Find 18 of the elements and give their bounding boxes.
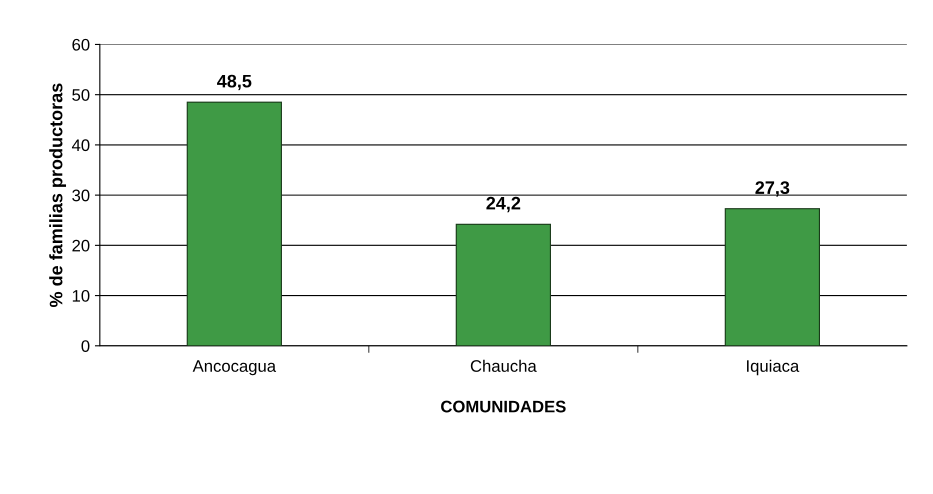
bar — [456, 224, 551, 346]
bar — [186, 102, 282, 346]
y-tick-label: 50 — [72, 89, 90, 101]
x-axis-title: COMUNIDADES — [441, 400, 566, 412]
bar — [724, 208, 820, 346]
x-tick-label: Chaucha — [470, 360, 537, 372]
y-tick-label: 40 — [72, 139, 90, 152]
x-tick-label: Iquiaca — [747, 360, 800, 376]
y-tick-label: 20 — [72, 240, 90, 252]
data-label: 24,2 — [486, 196, 520, 212]
y-tick-label: 30 — [72, 190, 90, 202]
y-tick-label: 10 — [72, 290, 90, 302]
y-tick-label: 0 — [81, 340, 90, 352]
y-axis-title: % de familias productoras — [49, 83, 66, 308]
data-label: 27,3 — [755, 181, 790, 197]
y-tick-label: 60 — [72, 38, 90, 51]
data-label: 48,5 — [217, 74, 252, 90]
x-tick-label: Ancocagua — [192, 360, 276, 376]
